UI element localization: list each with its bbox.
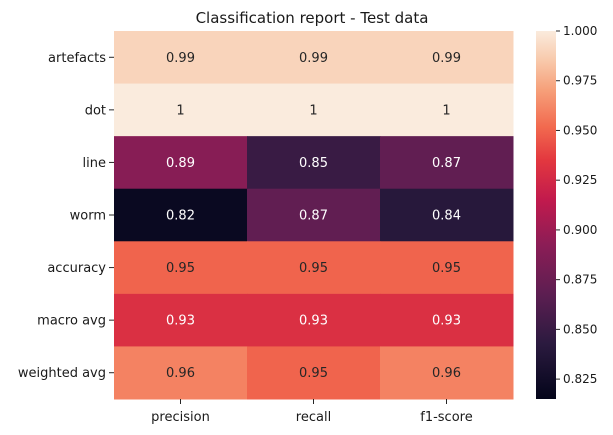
cell-value-label: 0.93: [432, 314, 461, 329]
heatmap-cell: [247, 31, 381, 85]
colorbar-tick-label: 0.925: [563, 173, 597, 187]
colorbar-tick-label: 0.900: [563, 223, 597, 237]
heatmap-cell: [114, 188, 248, 242]
heatmap-cell: [247, 136, 381, 190]
heatmap-cell: [380, 83, 514, 137]
heatmap-cell: [380, 136, 514, 190]
heatmap-cell: [380, 346, 514, 400]
x-tick-labels: precision recall f1-score: [151, 399, 473, 425]
cell-value-label: 0.85: [299, 156, 328, 171]
heatmap-cell: [114, 346, 248, 400]
cell-value-label: 0.93: [299, 314, 328, 329]
cell-value-label: 0.84: [432, 209, 461, 224]
x-tick-label: precision: [151, 410, 210, 425]
cell-value-label: 0.87: [432, 156, 461, 171]
cell-value-label: 0.87: [299, 209, 328, 224]
heatmap-cells: 0.99 0.99 0.99 1 1 1 0.89 0.85 0.87 0.82 0.87 0.84 0…: [114, 31, 514, 400]
cell-value-label: 0.82: [166, 209, 195, 224]
colorbar-tick-label: 1.000: [563, 24, 597, 38]
heatmap-cell: [247, 346, 381, 400]
x-tick-label: f1-score: [420, 410, 472, 425]
y-tick-label: weighted avg: [18, 366, 106, 381]
y-tick-labels: artefacts dot line worm accuracy macro avg wei…: [18, 51, 114, 381]
cell-value-label: 1: [176, 103, 184, 118]
cell-value-label: 1: [309, 103, 317, 118]
heatmap-cell: [380, 293, 514, 347]
cell-value-label: 0.95: [432, 261, 461, 276]
heatmap-cell: [247, 83, 381, 137]
heatmap-cell: [114, 83, 248, 137]
cell-value-label: 0.95: [166, 261, 195, 276]
colorbar-tick-label: 0.950: [563, 123, 597, 137]
colorbar-tick-label: 0.975: [563, 74, 597, 88]
y-tick-label: accuracy: [47, 261, 106, 276]
y-tick-label: worm: [70, 209, 106, 224]
cell-value-label: 0.96: [166, 366, 195, 381]
cell-value-label: 0.99: [166, 51, 195, 66]
cell-value-label: 0.99: [299, 51, 328, 66]
heatmap-cell: [114, 136, 248, 190]
cell-value-label: 0.93: [166, 314, 195, 329]
y-tick-label: dot: [85, 103, 106, 118]
cell-value-label: 0.89: [166, 156, 195, 171]
heatmap-cell: [247, 293, 381, 347]
heatmap-cell: [380, 31, 514, 85]
heatmap-cell: [247, 188, 381, 242]
heatmap-cell: [380, 188, 514, 242]
heatmap-cell: [114, 241, 248, 295]
colorbar-ticks: 1.000 0.975 0.950 0.925 0.900 0.875 0.850 0.825: [556, 24, 597, 386]
heatmap-cell: [114, 293, 248, 347]
cell-value-label: 0.96: [432, 366, 461, 381]
colorbar-tick-label: 0.825: [563, 372, 597, 386]
y-tick-label: line: [83, 156, 106, 171]
colorbar: [536, 31, 556, 399]
cell-value-label: 0.95: [299, 366, 328, 381]
heatmap-cell: [114, 31, 248, 85]
y-tick-label: macro avg: [37, 314, 106, 329]
chart-title: Classification report - Test data: [196, 9, 429, 27]
cell-value-label: 1: [442, 103, 450, 118]
colorbar-tick-label: 0.875: [563, 273, 597, 287]
colorbar-tick-label: 0.850: [563, 322, 597, 336]
heatmap-cell: [380, 241, 514, 295]
heatmap-cell: [247, 241, 381, 295]
cell-value-label: 0.99: [432, 51, 461, 66]
cell-value-label: 0.95: [299, 261, 328, 276]
y-tick-label: artefacts: [48, 51, 106, 66]
x-tick-label: recall: [296, 410, 331, 425]
